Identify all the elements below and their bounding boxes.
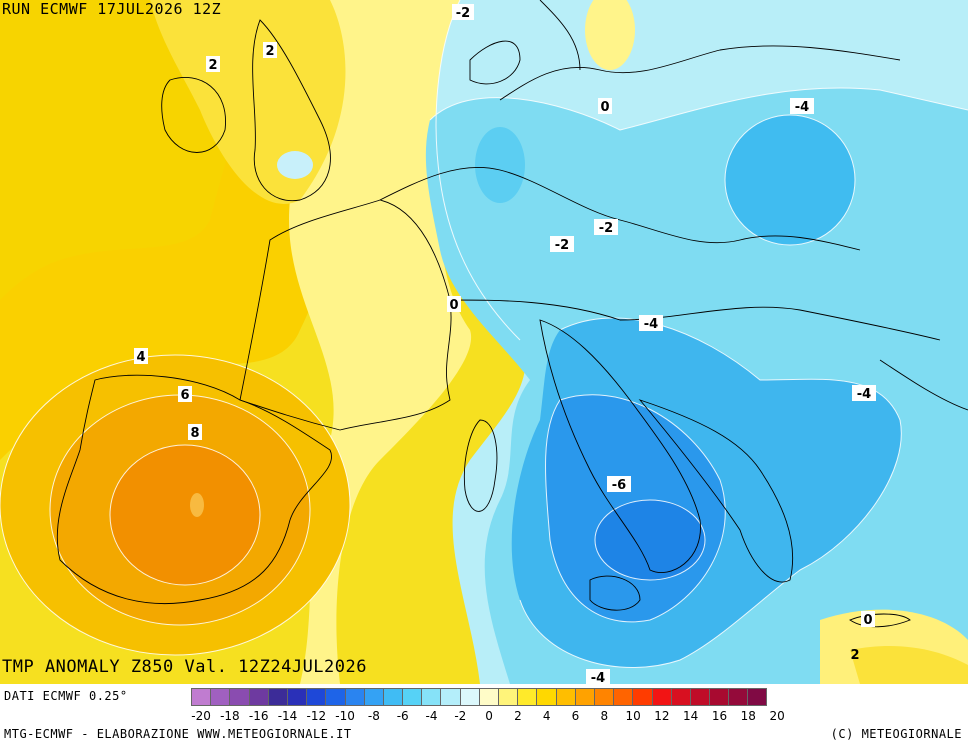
legend-tick-label: -4 xyxy=(425,709,438,723)
legend-swatch xyxy=(421,688,441,706)
contour-label: -2 xyxy=(599,221,613,236)
east-europe-minus4 xyxy=(725,115,855,245)
legend-tick-label: 2 xyxy=(514,709,522,723)
legend-tick-label: -20 xyxy=(191,709,211,723)
legend-tick-label: -14 xyxy=(277,709,298,723)
contour-label: -4 xyxy=(857,387,871,402)
legend-swatch xyxy=(747,688,767,706)
legend-tick-label: 12 xyxy=(654,709,670,723)
run-label: RUN ECMWF 17JUL2026 12Z xyxy=(2,0,222,18)
legend-tick-label: -12 xyxy=(306,709,327,723)
contour-label: -4 xyxy=(591,671,605,684)
legend-swatch xyxy=(440,688,460,706)
contour-lines xyxy=(0,0,968,668)
legend-swatch xyxy=(728,688,748,706)
contour-label: -6 xyxy=(612,478,626,493)
legend-tick-label: -18 xyxy=(220,709,240,723)
legend-tick-label: -6 xyxy=(396,709,409,723)
legend-swatch xyxy=(306,688,326,706)
coastlines xyxy=(56,0,968,628)
legend-swatch xyxy=(459,688,479,706)
contour-labels: -2 2 2 0 -4 -2 -2 0 -4 4 6 8 -4 -6 0 2 -… xyxy=(134,4,876,684)
legend-swatch xyxy=(248,688,268,706)
contour-label: 2 xyxy=(265,44,274,59)
legend-swatch xyxy=(651,688,671,706)
contour-label: -2 xyxy=(456,6,470,21)
legend-swatch xyxy=(613,688,633,706)
contour-label: 0 xyxy=(600,100,609,115)
contour-label: 8 xyxy=(190,426,199,441)
legend-swatch xyxy=(286,688,307,706)
legend-swatch xyxy=(229,688,249,706)
contour-label: 0 xyxy=(863,613,872,628)
legend-tick-label: 14 xyxy=(683,709,699,723)
legend-swatch xyxy=(363,688,383,706)
copyright-label: (C) METEOGIORNALE xyxy=(830,727,962,741)
contour-label: -2 xyxy=(555,238,569,253)
anomaly-map: -2 2 2 0 -4 -2 -2 0 -4 4 6 8 -4 -6 0 2 -… xyxy=(0,0,968,684)
legend-tick-label: 10 xyxy=(625,709,641,723)
iberia-plus10 xyxy=(110,445,260,585)
contour-label: 0 xyxy=(449,298,458,313)
credit-label: MTG-ECMWF - ELABORAZIONE WWW.METEOGIORNA… xyxy=(4,727,352,741)
legend-swatch xyxy=(670,688,690,706)
legend-swatch xyxy=(536,688,556,706)
legend-swatch xyxy=(709,688,729,706)
legend-tick-label: 20 xyxy=(769,709,785,723)
legend-tick-label: -2 xyxy=(454,709,467,723)
legend-tick-label: 8 xyxy=(600,709,609,723)
legend-swatch xyxy=(632,688,652,706)
legend-swatch xyxy=(574,688,594,706)
legend-tick-label: 0 xyxy=(485,709,493,723)
contour-label: 2 xyxy=(850,648,859,663)
legend-swatch xyxy=(382,688,403,706)
contour-label: 2 xyxy=(208,58,217,73)
italy-minus6-core xyxy=(595,500,705,580)
map-title: TMP ANOMALY Z850 Val. 12Z24JUL2026 xyxy=(2,657,367,677)
legend-swatch xyxy=(517,688,537,706)
legend-swatch xyxy=(478,688,498,706)
legend-swatch xyxy=(267,688,287,706)
legend-tick-label: -8 xyxy=(367,709,380,723)
legend-swatch xyxy=(498,688,518,706)
data-source-label: DATI ECMWF 0.25° xyxy=(4,689,128,703)
contour-label: 6 xyxy=(180,388,189,403)
legend-tick-label: 4 xyxy=(542,709,551,723)
legend-tick-label: -16 xyxy=(248,709,269,723)
legend-swatch xyxy=(689,688,710,706)
color-legend xyxy=(191,688,767,706)
contour-label: -4 xyxy=(795,100,809,115)
legend-tick-label: 16 xyxy=(711,709,728,723)
legend-swatch xyxy=(402,688,422,706)
legend-swatch xyxy=(325,688,345,706)
legend-swatch xyxy=(344,688,364,706)
legend-tick-label: 6 xyxy=(571,709,580,723)
contour-label: 4 xyxy=(136,350,145,365)
legend-swatch xyxy=(210,688,230,706)
legend-tick-label: 18 xyxy=(740,709,756,723)
contour-label: -4 xyxy=(644,317,658,332)
legend-swatch xyxy=(593,688,614,706)
legend-tick-label: -10 xyxy=(335,709,355,723)
legend-swatch xyxy=(191,688,211,706)
legend-swatch xyxy=(555,688,575,706)
